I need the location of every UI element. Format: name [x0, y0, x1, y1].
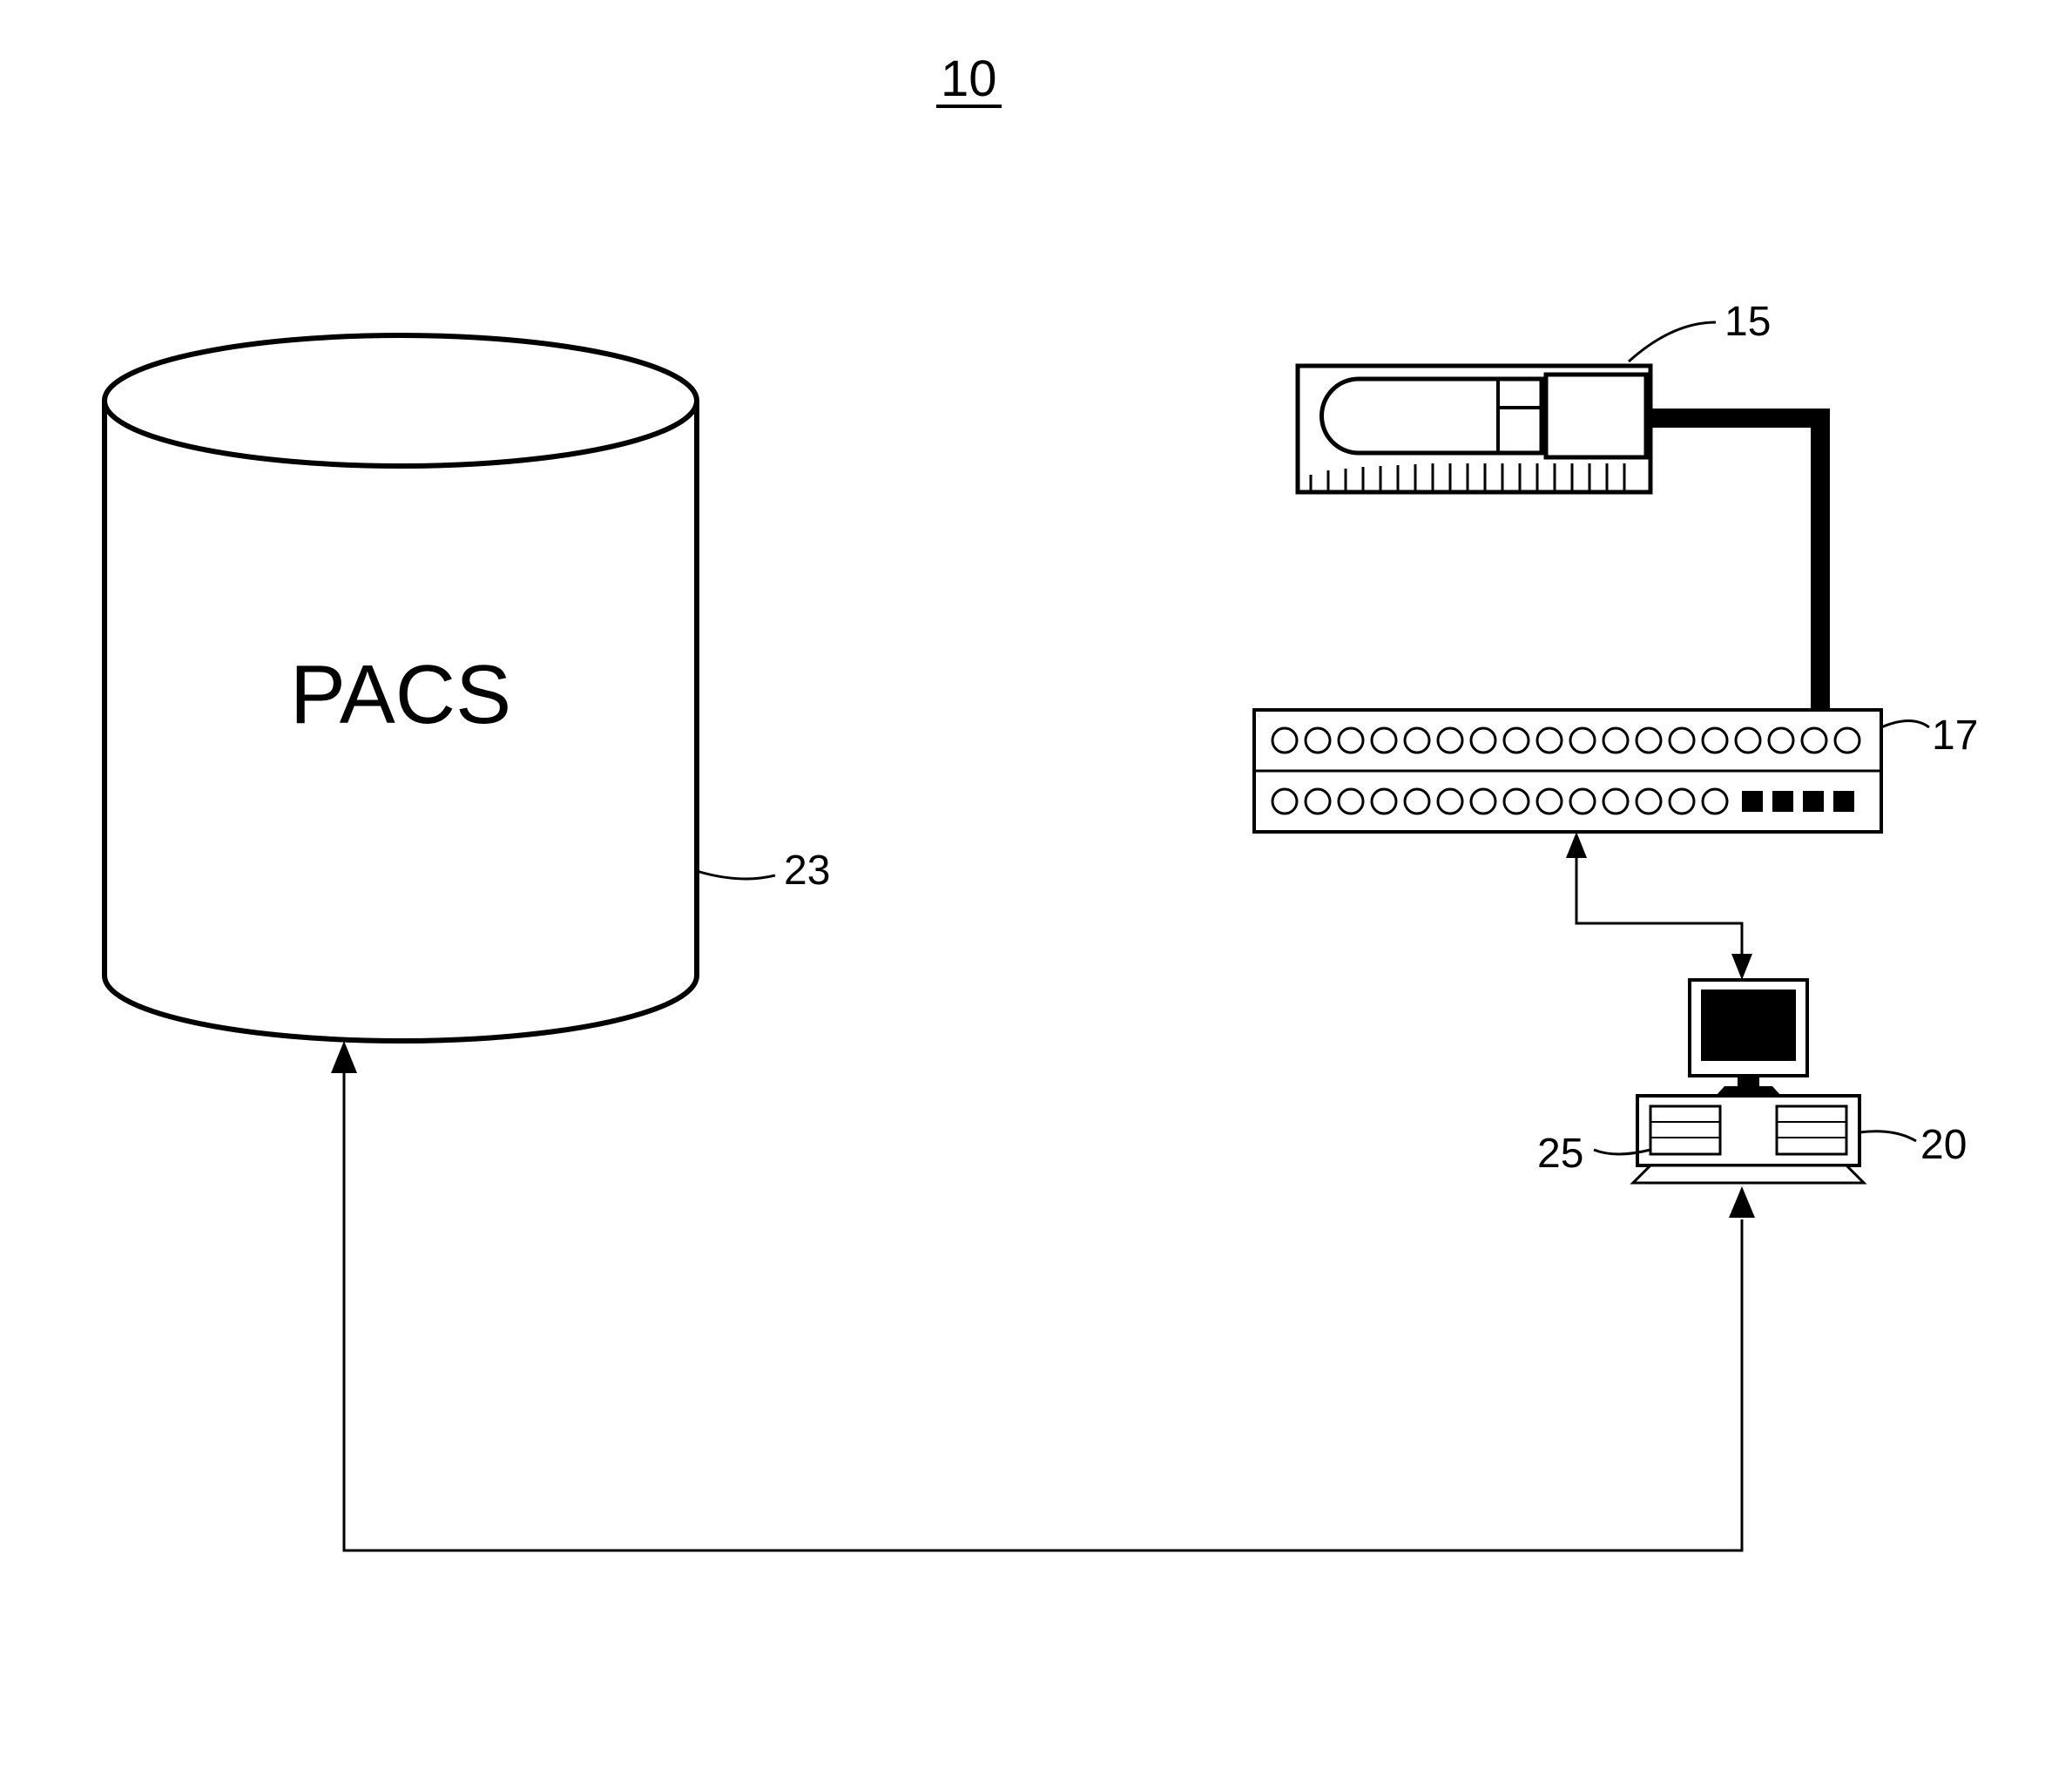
system-diagram: 10 PACS 23 [0, 0, 2072, 1790]
pacs-label: PACS [290, 648, 511, 741]
scanner-to-rack-cable [1650, 418, 1820, 714]
pacs-workstation-link [331, 1041, 1755, 1550]
rack-unit: 17 [1254, 710, 1978, 832]
figure-title: 10 [936, 51, 1002, 107]
pacs-ref-leader [697, 871, 775, 879]
rack-workstation-link [1566, 832, 1752, 980]
pacs-cylinder: PACS 23 [105, 335, 830, 1041]
scanner-ref: 15 [1724, 299, 1771, 345]
workstation-ref-left: 25 [1537, 1131, 1583, 1177]
scanner-device: 15 [1298, 299, 1771, 492]
figure-title-text: 10 [941, 51, 997, 107]
pacs-ref: 23 [784, 848, 830, 894]
workstation: 20 25 [1537, 980, 1967, 1183]
workstation-ref-right: 20 [1920, 1122, 1967, 1168]
rack-ref: 17 [1932, 713, 1978, 759]
